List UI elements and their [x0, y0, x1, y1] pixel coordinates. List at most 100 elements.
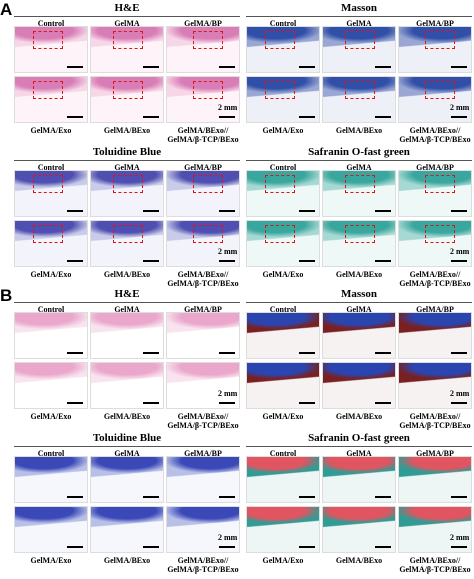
bottom-label: GelMA/Exo — [262, 412, 304, 421]
bottom-label: GelMA/BExo// GelMA/β-TCP/BExo — [399, 556, 471, 574]
histology-image — [166, 76, 240, 123]
histology-image — [246, 170, 320, 217]
scale-bar — [299, 260, 315, 262]
scale-bar — [375, 210, 391, 212]
histology-image — [322, 312, 396, 359]
histology-image — [14, 26, 88, 73]
scale-bar — [219, 546, 235, 548]
scale-bar — [67, 66, 83, 68]
histology-image — [90, 76, 164, 123]
histology-image — [246, 26, 320, 73]
histology-image — [322, 220, 396, 267]
scale-bar — [451, 546, 467, 548]
top-label: GelMA/BP — [184, 163, 222, 172]
bottom-label: GelMA/BExo — [103, 126, 151, 135]
histology-image — [246, 456, 320, 503]
scale-bar — [451, 496, 467, 498]
scale-bar — [299, 210, 315, 212]
histology-image — [322, 26, 396, 73]
scale-bar — [219, 210, 235, 212]
histology-image — [14, 506, 88, 553]
block-title: Safranin O-fast green — [308, 432, 410, 444]
bottom-label: GelMA/Exo — [262, 270, 304, 279]
bottom-label: GelMA/BExo — [335, 412, 383, 421]
histology-image — [398, 170, 472, 217]
zoom-box — [193, 225, 223, 243]
scale-label: 2 mm — [450, 533, 470, 542]
block-title: Toluidine Blue — [92, 146, 162, 158]
histology-image — [166, 362, 240, 409]
bottom-label: GelMA/Exo — [30, 556, 72, 565]
scale-bar — [219, 352, 235, 354]
top-label: GelMA/BP — [416, 163, 454, 172]
block-title: Masson — [340, 288, 378, 300]
zoom-box — [425, 81, 455, 99]
top-label: Control — [269, 163, 297, 172]
title-rule — [246, 302, 472, 303]
panel-label: B — [0, 286, 13, 305]
zoom-box — [193, 31, 223, 49]
zoom-box — [113, 225, 143, 243]
top-label: GelMA/BP — [416, 449, 454, 458]
scale-bar — [143, 546, 159, 548]
top-label: GelMA/BP — [184, 305, 222, 314]
zoom-box — [113, 175, 143, 193]
histology-image — [14, 220, 88, 267]
top-label: GelMA/BP — [416, 305, 454, 314]
zoom-box — [425, 225, 455, 243]
histology-image — [398, 26, 472, 73]
histology-image — [14, 362, 88, 409]
scale-bar — [451, 116, 467, 118]
top-label: GelMA — [114, 19, 140, 28]
bottom-label: GelMA/BExo// GelMA/β-TCP/BExo — [167, 270, 239, 288]
bottom-label: GelMA/Exo — [262, 556, 304, 565]
title-rule — [246, 446, 472, 447]
scale-bar — [219, 116, 235, 118]
bottom-label: GelMA/BExo// GelMA/β-TCP/BExo — [399, 126, 471, 144]
histology-image — [322, 76, 396, 123]
histology-image — [90, 312, 164, 359]
histology-image — [14, 170, 88, 217]
histology-image — [166, 170, 240, 217]
scale-bar — [143, 66, 159, 68]
top-label: Control — [269, 449, 297, 458]
histology-image — [246, 220, 320, 267]
title-rule — [14, 446, 240, 447]
histology-image — [166, 220, 240, 267]
scale-bar — [67, 496, 83, 498]
histology-image — [14, 456, 88, 503]
zoom-box — [265, 225, 295, 243]
title-rule — [14, 160, 240, 161]
scale-bar — [143, 352, 159, 354]
zoom-box — [345, 175, 375, 193]
scale-bar — [375, 116, 391, 118]
top-label: Control — [37, 19, 65, 28]
top-label: Control — [269, 19, 297, 28]
top-label: Control — [37, 163, 65, 172]
scale-label: 2 mm — [218, 389, 238, 398]
histology-image — [90, 456, 164, 503]
zoom-box — [33, 225, 63, 243]
block-title: H&E — [114, 2, 140, 14]
block-title: H&E — [114, 288, 140, 300]
histology-image — [90, 506, 164, 553]
scale-label: 2 mm — [218, 103, 238, 112]
zoom-box — [33, 81, 63, 99]
title-rule — [14, 16, 240, 17]
scale-label: 2 mm — [218, 533, 238, 542]
scale-bar — [299, 496, 315, 498]
bottom-label: GelMA/Exo — [262, 126, 304, 135]
histology-image — [246, 76, 320, 123]
scale-bar — [67, 116, 83, 118]
histology-image — [14, 76, 88, 123]
top-label: GelMA — [114, 163, 140, 172]
scale-label: 2 mm — [450, 103, 470, 112]
bottom-label: GelMA/BExo — [103, 270, 151, 279]
bottom-label: GelMA/BExo — [103, 556, 151, 565]
bottom-label: GelMA/Exo — [30, 270, 72, 279]
scale-bar — [67, 402, 83, 404]
scale-bar — [143, 402, 159, 404]
zoom-box — [265, 175, 295, 193]
zoom-box — [193, 81, 223, 99]
top-label: GelMA — [114, 305, 140, 314]
